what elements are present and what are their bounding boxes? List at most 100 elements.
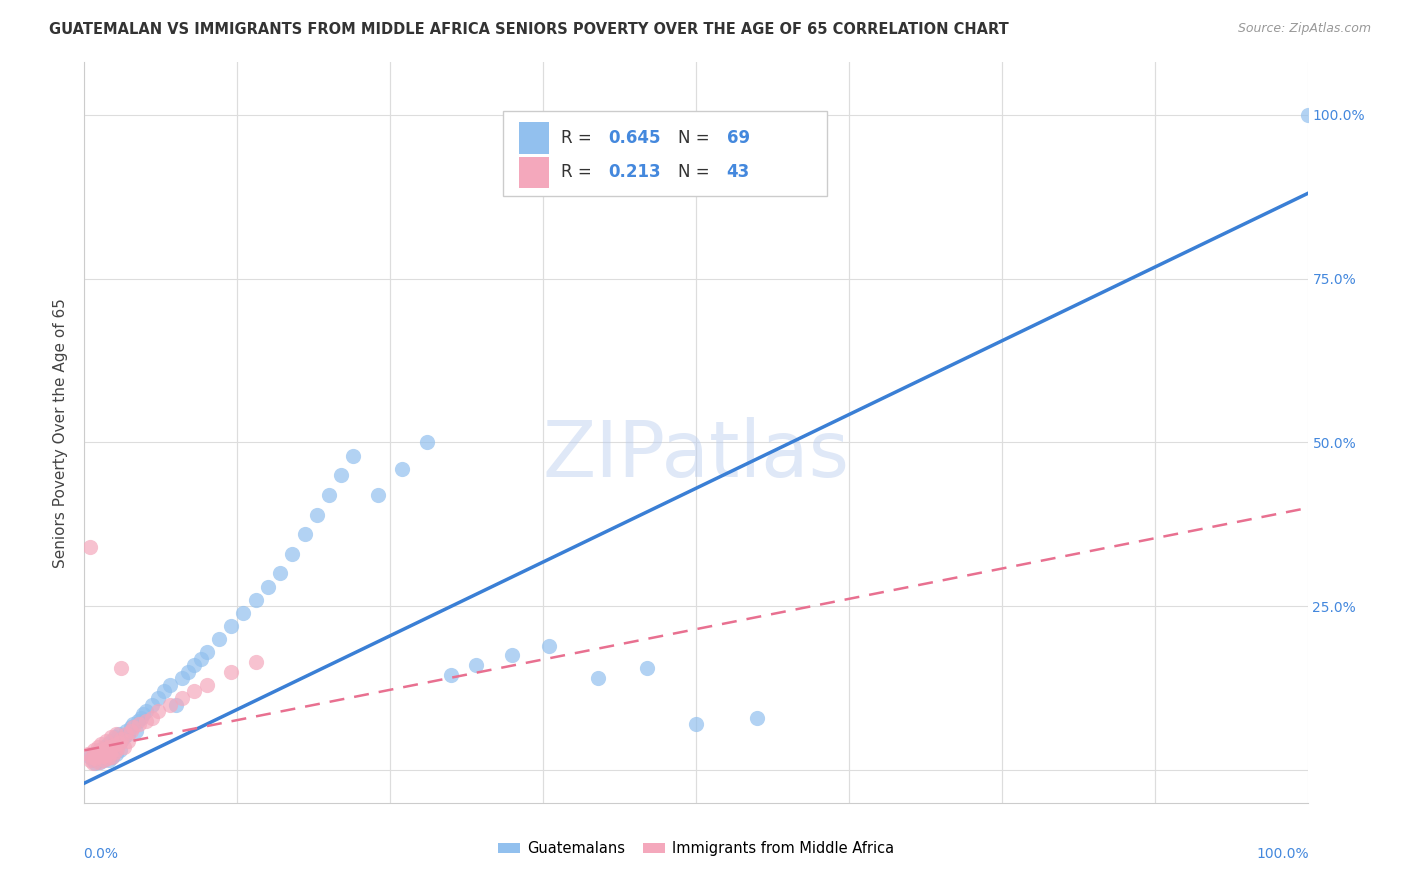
Point <box>190 651 212 665</box>
Point <box>195 678 218 692</box>
Point <box>294 527 316 541</box>
Point <box>83 743 105 757</box>
Text: 43: 43 <box>727 163 749 181</box>
Point <box>636 661 658 675</box>
Point <box>87 740 110 755</box>
Point <box>98 747 121 761</box>
Point <box>84 751 107 765</box>
Point <box>747 711 769 725</box>
Point <box>195 645 218 659</box>
Point <box>122 717 145 731</box>
Point <box>342 449 364 463</box>
Point <box>208 632 231 646</box>
Point <box>89 745 111 759</box>
Point <box>105 742 128 756</box>
Point <box>183 684 205 698</box>
Text: 69: 69 <box>727 129 749 147</box>
Point <box>87 743 110 757</box>
Point <box>86 751 108 765</box>
Point <box>135 714 157 728</box>
Point <box>391 461 413 475</box>
Point <box>232 606 254 620</box>
Point <box>120 723 142 738</box>
Text: 100.0%: 100.0% <box>1256 847 1309 862</box>
Point <box>94 750 117 764</box>
Point <box>112 740 135 755</box>
Point <box>83 747 105 761</box>
FancyBboxPatch shape <box>519 122 550 153</box>
Point <box>77 747 100 761</box>
Point <box>97 753 120 767</box>
Point <box>135 704 157 718</box>
Point <box>87 755 110 769</box>
Point <box>318 488 340 502</box>
Point <box>440 668 463 682</box>
Point <box>94 742 117 756</box>
Text: Source: ZipAtlas.com: Source: ZipAtlas.com <box>1237 22 1371 36</box>
FancyBboxPatch shape <box>503 111 827 195</box>
Point <box>129 711 152 725</box>
Point <box>586 671 609 685</box>
Point <box>120 721 142 735</box>
Point <box>172 690 194 705</box>
Point <box>128 717 150 731</box>
Point <box>127 714 149 728</box>
Point <box>115 727 138 741</box>
Point <box>141 698 163 712</box>
Text: R =: R = <box>561 129 598 147</box>
Point <box>159 698 181 712</box>
Point <box>101 750 124 764</box>
Point <box>219 665 242 679</box>
Point <box>101 750 124 764</box>
Point <box>107 735 129 749</box>
Point <box>103 738 125 752</box>
Text: 0.645: 0.645 <box>607 129 661 147</box>
Point <box>117 733 139 747</box>
Text: 0.0%: 0.0% <box>83 847 118 862</box>
Point <box>146 690 169 705</box>
Y-axis label: Seniors Poverty Over the Age of 65: Seniors Poverty Over the Age of 65 <box>53 298 69 567</box>
Point <box>269 566 291 581</box>
Point <box>165 698 187 712</box>
Text: GUATEMALAN VS IMMIGRANTS FROM MIDDLE AFRICA SENIORS POVERTY OVER THE AGE OF 65 C: GUATEMALAN VS IMMIGRANTS FROM MIDDLE AFR… <box>49 22 1010 37</box>
Point <box>79 541 101 555</box>
Text: N =: N = <box>678 129 714 147</box>
Point <box>117 727 139 741</box>
Point <box>97 740 120 755</box>
Point <box>110 731 132 746</box>
Point <box>107 727 129 741</box>
Point <box>112 731 135 745</box>
Point <box>97 751 120 765</box>
Point <box>104 731 127 745</box>
Point <box>98 743 121 757</box>
Point <box>82 753 104 767</box>
Point <box>146 704 169 718</box>
Text: ZIPatlas: ZIPatlas <box>543 417 849 493</box>
Point <box>86 747 108 761</box>
Point <box>91 753 114 767</box>
Point <box>367 488 389 502</box>
Point <box>105 747 128 761</box>
Point <box>1296 108 1319 122</box>
Point <box>90 745 112 759</box>
Point <box>110 733 132 747</box>
Point <box>91 748 114 763</box>
Point <box>96 747 118 761</box>
Point <box>105 727 128 741</box>
Point <box>132 707 155 722</box>
Point <box>96 733 118 747</box>
Point <box>125 723 148 738</box>
Legend: Guatemalans, Immigrants from Middle Africa: Guatemalans, Immigrants from Middle Afri… <box>492 836 900 863</box>
Point <box>82 756 104 771</box>
Point <box>90 737 112 751</box>
Point <box>502 648 524 663</box>
Point <box>100 733 122 747</box>
Point <box>103 740 125 755</box>
Point <box>177 665 200 679</box>
Point <box>93 753 115 767</box>
Point <box>183 658 205 673</box>
Text: 0.213: 0.213 <box>607 163 661 181</box>
Point <box>281 547 304 561</box>
Text: N =: N = <box>678 163 714 181</box>
Point <box>97 737 120 751</box>
